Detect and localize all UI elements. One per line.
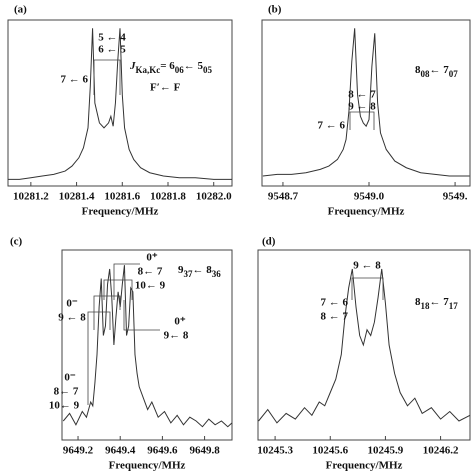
quantum-label: 808← 707 [415,64,458,80]
bracket [123,300,160,331]
x-tick-label: 10245.9 [368,445,404,457]
transition-label: 5 ← 4 [98,32,126,44]
bracket [113,263,140,300]
spectrum-line [62,265,233,428]
plot-frame [257,249,471,441]
transition-label: 0⁺ [146,252,158,264]
quantum-part: ← 5 [184,60,204,72]
x-tick-label: 10245.3 [257,445,293,457]
bracket [349,111,375,130]
transition-label: 9← 8 [164,330,189,342]
bracket [93,295,121,330]
panel: (c) 9649.2 9649.4 9649.6 9649.8Frequency/MHz… [10,236,233,472]
transition-label: 9 ← 8 [353,260,381,272]
plot-frame [61,249,233,441]
quantum-part: 36 [212,269,222,279]
panel: (d) 10245.3 10245.6 10245.9 10246.2 Frequency… [257,236,471,472]
plot-frame [7,19,233,187]
spectrum-line [258,268,471,424]
transition-label: 8 ← 7 [348,89,376,101]
transition-label: 10← 9 [49,400,80,412]
transition-label: 7 ← 6 [318,120,346,132]
x-tick-label: 10282.0 [196,191,232,203]
transition-label: 7 ← 6 [61,74,89,86]
bracket [93,59,121,95]
transition-label: 8← 7 [54,386,79,398]
x-tick-label: 9649.8 [189,445,220,457]
transition-label: 8← 7 [138,266,163,278]
x-tick-label: 9649.4 [105,445,136,457]
quantum-part: ← 8 [193,264,213,276]
quantum-part: J [129,60,136,72]
transition-label: 10← 9 [135,280,166,292]
panel-label: (b) [268,4,282,16]
quantum-label: JKa,Kc= 606← 505 [129,60,213,76]
spectrum-line [262,28,470,177]
panel-label: (a) [14,4,27,16]
quantum-part: 07 [449,69,459,79]
quantum-part: 8 [415,296,421,308]
transition-label: F′← F [150,82,181,94]
x-tick-label: 9649.2 [63,445,94,457]
quantum-part: Ka,Kc [136,65,161,75]
transition-label: 0⁻ [66,298,78,310]
quantum-part: 06 [175,65,185,75]
quantum-part: ← 7 [430,296,450,308]
panel-label: (c) [10,236,23,248]
quantum-label: 818← 717 [415,296,458,312]
transition-label: 0⁺ [174,316,186,328]
quantum-part: 17 [449,301,459,311]
quantum-part: ← 7 [430,64,450,76]
x-tick-label: 10281.2 [13,191,49,203]
plot-frame [261,19,471,187]
x-tick-label: 9649.6 [147,445,178,457]
panel-label: (d) [262,236,276,248]
bracket [351,277,384,300]
x-axis-label: Frequency/MHz [326,460,403,472]
quantum-part: 8 [415,64,421,76]
transition-label: 0⁻ [64,372,76,384]
quantum-part: 08 [421,69,431,79]
transition-label: 9 ← 8 [58,312,86,324]
x-tick-label: 9549.0 [354,191,385,203]
transition-label: 8 ← 7 [321,311,349,323]
transition-label: 7 ← 6 [321,297,349,309]
x-tick-label: 10245.6 [312,445,348,457]
x-tick-label: 10281.6 [104,191,140,203]
x-tick-label: 9549. [443,191,468,203]
x-tick-label: 9548.7 [268,191,299,203]
x-tick-label: 10246.2 [423,445,459,457]
quantum-part: 37 [184,269,194,279]
transition-label: 6 ← 5 [98,44,126,56]
x-axis-label: Frequency/MHz [109,460,186,472]
quantum-part: 9 [178,264,184,276]
quantum-part: 05 [203,65,213,75]
quantum-part: 18 [421,301,431,311]
x-axis-label: Frequency/MHz [328,206,405,218]
transition-label: 9 ← 8 [348,101,376,113]
spectrum-line [8,28,232,180]
bracket [103,279,133,300]
x-tick-label: 10281.4 [59,191,95,203]
quantum-part: = 6 [160,60,175,72]
x-axis-label: Frequency/MHz [82,206,159,218]
panel: (a) 10281.2 10281.4 10281.6 10281.8 10282.0 Fr… [7,4,233,218]
quantum-label: 937← 836 [178,264,221,280]
bracket [87,311,111,405]
x-tick-label: 10281.8 [150,191,186,203]
